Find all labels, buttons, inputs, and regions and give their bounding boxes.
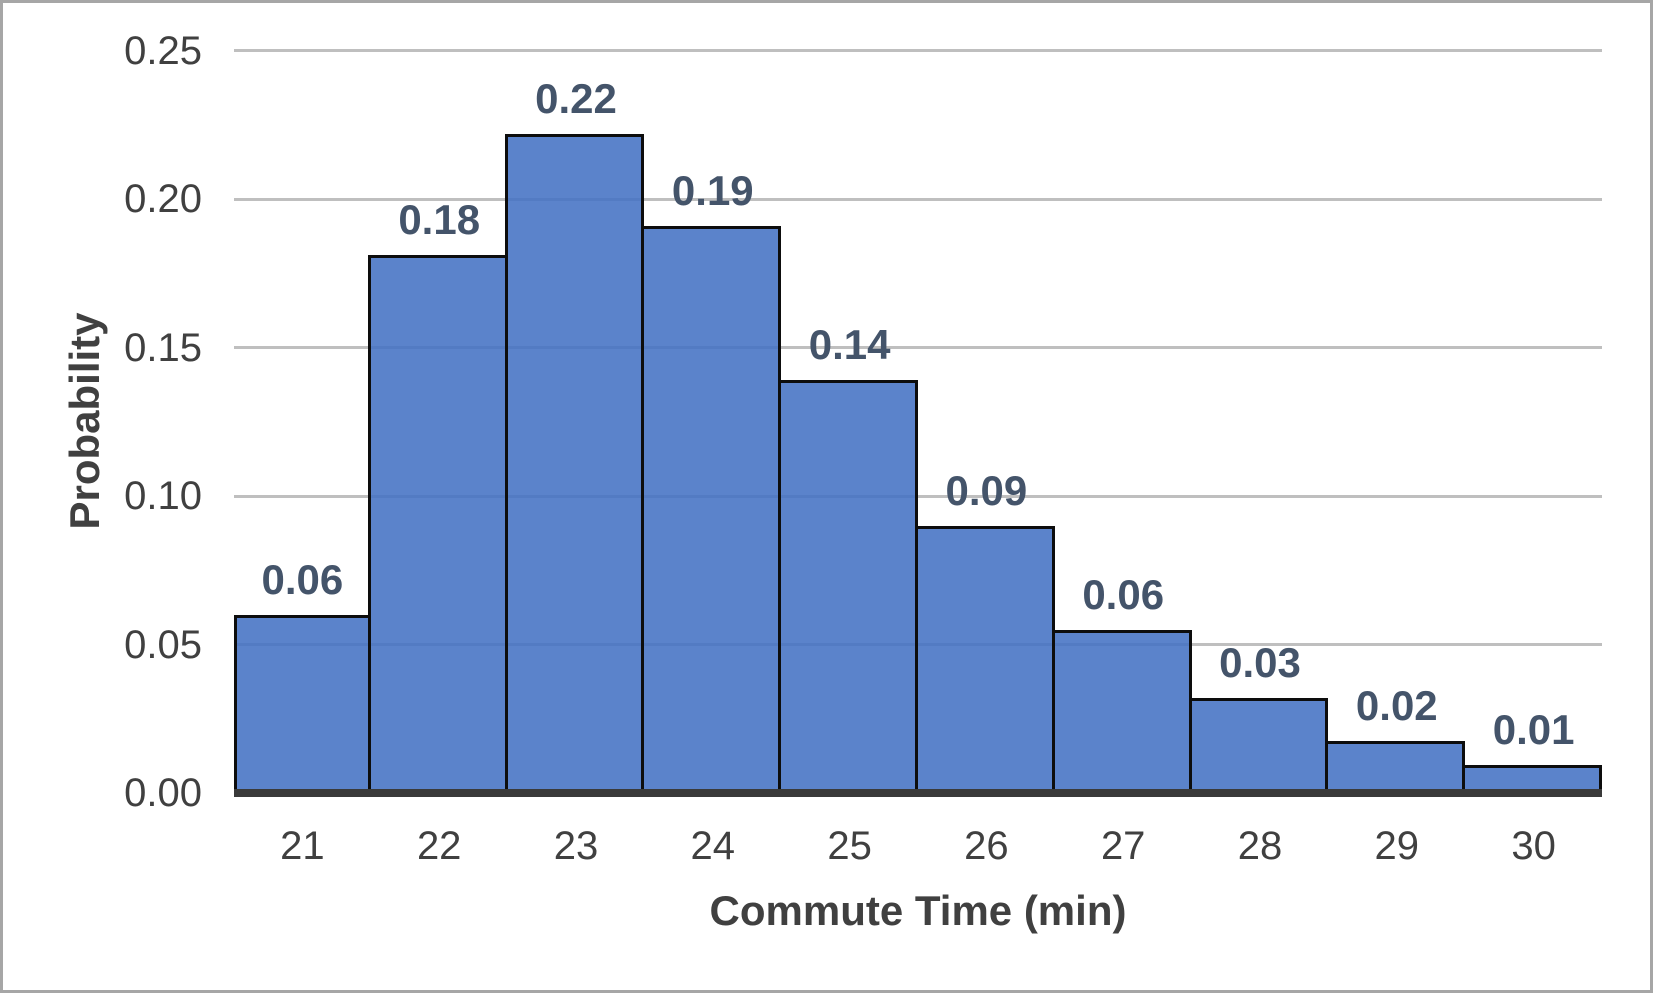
bar xyxy=(778,380,918,796)
bar xyxy=(915,525,1055,796)
x-tick-label: 24 xyxy=(690,824,736,868)
bar-value-label: 0.06 xyxy=(261,555,344,603)
x-tick-label: 21 xyxy=(280,824,325,868)
bar-value-label: 0.01 xyxy=(1492,705,1575,753)
bar xyxy=(641,225,782,796)
bar xyxy=(504,133,645,796)
bar-value-label: 0.09 xyxy=(945,466,1028,514)
y-tick-label: 0.05 xyxy=(124,622,202,667)
bar-value-label: 0.22 xyxy=(535,74,617,122)
bar xyxy=(367,255,508,796)
gridline xyxy=(234,346,1602,349)
x-tick-label: 25 xyxy=(827,824,872,868)
x-tick-label: 28 xyxy=(1237,824,1283,868)
y-tick-label: 0.00 xyxy=(124,771,202,815)
x-axis-line xyxy=(234,789,1602,797)
y-tick-label: 0.15 xyxy=(124,325,202,370)
x-tick-label: 30 xyxy=(1511,824,1556,868)
x-tick-label: 27 xyxy=(1100,824,1146,868)
gridline xyxy=(234,197,1602,201)
x-tick-label: 26 xyxy=(964,824,1009,868)
y-tick-label: 0.10 xyxy=(124,474,202,518)
bar xyxy=(234,614,371,796)
gridline xyxy=(234,494,1602,498)
bar-value-label: 0.03 xyxy=(1219,638,1301,686)
bar-value-label: 0.14 xyxy=(808,321,891,369)
x-axis-title: Commute Time (min) xyxy=(709,887,1127,934)
y-tick-label: 0.25 xyxy=(124,28,202,73)
x-tick-label: 22 xyxy=(416,824,462,868)
gridline xyxy=(234,49,1602,52)
bar-value-label: 0.06 xyxy=(1082,570,1165,618)
x-tick-label: 29 xyxy=(1374,824,1420,868)
x-tick-label: 23 xyxy=(553,824,599,868)
bar-value-label: 0.18 xyxy=(398,196,481,244)
bar-value-label: 0.02 xyxy=(1355,682,1438,730)
y-axis-title: Probability xyxy=(61,312,108,530)
y-tick-label: 0.20 xyxy=(124,177,202,221)
bar-value-label: 0.19 xyxy=(671,166,754,214)
